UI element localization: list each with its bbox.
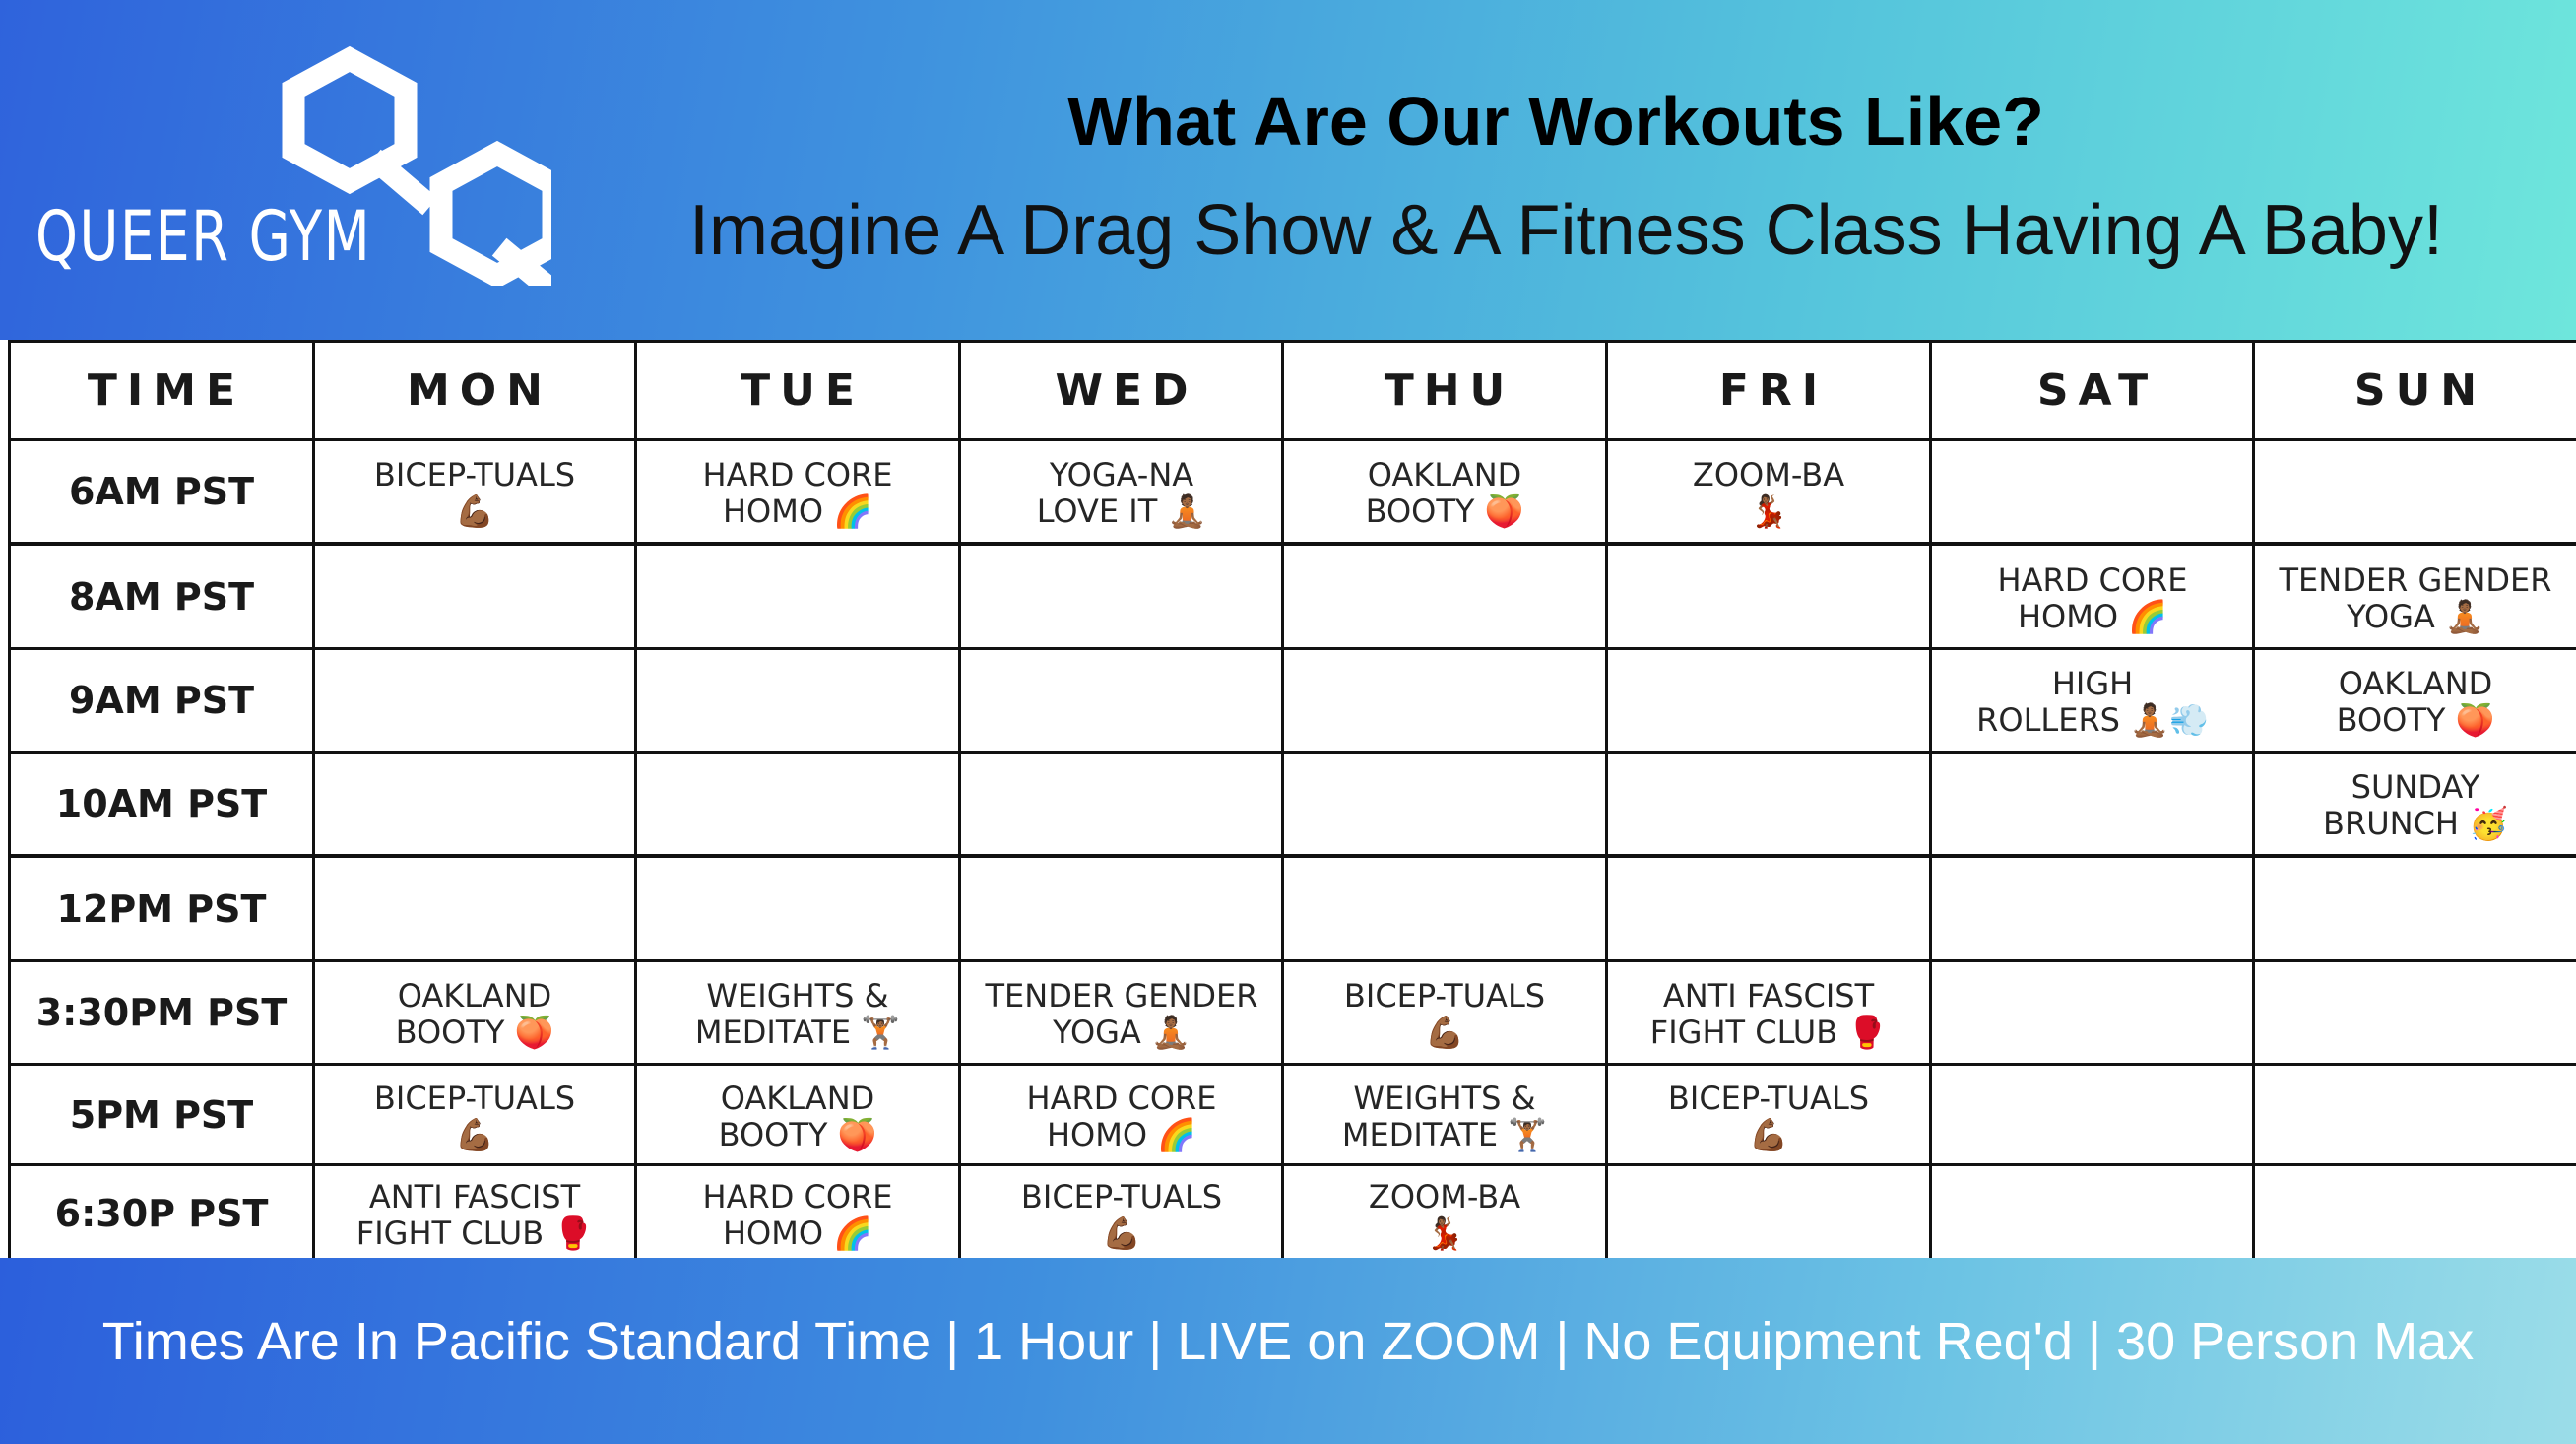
class-slot: ANTI FASCIST FIGHT CLUB 🥊 xyxy=(1605,959,1932,1066)
empty-slot xyxy=(1281,751,1608,857)
footer-note: Times Are In Pacific Standard Time | 1 H… xyxy=(101,1312,2475,1371)
empty-slot xyxy=(634,751,961,857)
empty-slot xyxy=(1605,1163,1932,1263)
time-label-8am-pst: 8AM PST xyxy=(8,543,315,651)
empty-slot xyxy=(634,855,961,963)
class-slot: HIGH ROLLERS 🧘🏾💨 xyxy=(1929,647,2256,754)
empty-slot xyxy=(1605,647,1932,754)
empty-slot xyxy=(1281,855,1608,963)
empty-slot xyxy=(958,855,1285,963)
empty-slot xyxy=(1929,751,2256,857)
qq-hexagon-logo-icon xyxy=(282,45,551,286)
empty-slot xyxy=(312,647,637,754)
empty-slot xyxy=(1605,751,1932,857)
day-header-sun: SUN xyxy=(2252,340,2576,441)
day-header-wed: WED xyxy=(958,340,1285,441)
class-slot: HARD CORE HOMO 🌈 xyxy=(958,1063,1285,1166)
page-subtitle: Imagine A Drag Show & A Fitness Class Ha… xyxy=(689,191,2443,270)
empty-slot xyxy=(2252,855,2576,963)
time-column-header: TIME xyxy=(8,340,315,441)
class-slot: HARD CORE HOMO 🌈 xyxy=(1929,543,2256,651)
class-slot: ZOOM-BA 💃🏾 xyxy=(1281,1163,1608,1263)
empty-slot xyxy=(1929,1163,2256,1263)
empty-slot xyxy=(312,855,637,963)
class-slot: TENDER GENDER YOGA 🧘🏾 xyxy=(958,959,1285,1066)
time-label-6am-pst: 6AM PST xyxy=(8,438,315,545)
empty-slot xyxy=(1281,543,1608,651)
day-header-fri: FRI xyxy=(1605,340,1932,441)
empty-slot xyxy=(1929,438,2256,545)
class-slot: WEIGHTS & MEDITATE 🏋🏾 xyxy=(634,959,961,1066)
empty-slot xyxy=(1929,1063,2256,1166)
day-header-thu: THU xyxy=(1281,340,1608,441)
empty-slot xyxy=(2252,438,2576,545)
time-label-10am-pst: 10AM PST xyxy=(8,751,315,857)
empty-slot xyxy=(634,543,961,651)
class-slot: BICEP-TUALS 💪🏾 xyxy=(312,1063,637,1166)
time-label-5pm-pst: 5PM PST xyxy=(8,1063,315,1166)
day-header-tue: TUE xyxy=(634,340,961,441)
empty-slot xyxy=(1605,543,1932,651)
class-slot: OAKLAND BOOTY 🍑 xyxy=(312,959,637,1066)
empty-slot xyxy=(958,751,1285,857)
time-label-12pm-pst: 12PM PST xyxy=(8,855,315,963)
brand-name: QUEER GYM xyxy=(35,196,372,277)
time-label-3-30pm-pst: 3:30PM PST xyxy=(8,959,315,1066)
day-header-sat: SAT xyxy=(1929,340,2256,441)
header-banner: QUEER GYM What Are Our Workouts Like? Im… xyxy=(0,0,2576,340)
empty-slot xyxy=(1281,647,1608,754)
class-slot: BICEP-TUALS 💪🏾 xyxy=(958,1163,1285,1263)
class-slot: BICEP-TUALS 💪🏾 xyxy=(312,438,637,545)
time-label-9am-pst: 9AM PST xyxy=(8,647,315,754)
class-slot: HARD CORE HOMO 🌈 xyxy=(634,438,961,545)
queer-gym-logo: QUEER GYM xyxy=(30,39,551,286)
footer-banner: Times Are In Pacific Standard Time | 1 H… xyxy=(0,1258,2576,1444)
time-label-6-30p-pst: 6:30P PST xyxy=(8,1163,315,1263)
class-slot: OAKLAND BOOTY 🍑 xyxy=(634,1063,961,1166)
empty-slot xyxy=(2252,1063,2576,1166)
class-slot: BICEP-TUALS 💪🏾 xyxy=(1281,959,1608,1066)
class-slot: HARD CORE HOMO 🌈 xyxy=(634,1163,961,1263)
page-title: What Are Our Workouts Like? xyxy=(1067,83,2044,160)
empty-slot xyxy=(634,647,961,754)
class-slot: YOGA-NA LOVE IT 🧘🏾 xyxy=(958,438,1285,545)
class-slot: WEIGHTS & MEDITATE 🏋🏾 xyxy=(1281,1063,1608,1166)
empty-slot xyxy=(958,543,1285,651)
empty-slot xyxy=(1929,855,2256,963)
class-slot: ANTI FASCIST FIGHT CLUB 🥊 xyxy=(312,1163,637,1263)
empty-slot xyxy=(1929,959,2256,1066)
class-slot: SUNDAY BRUNCH 🥳 xyxy=(2252,751,2576,857)
class-slot: OAKLAND BOOTY 🍑 xyxy=(1281,438,1608,545)
empty-slot xyxy=(958,647,1285,754)
class-slot: TENDER GENDER YOGA 🧘🏾 xyxy=(2252,543,2576,651)
empty-slot xyxy=(312,751,637,857)
day-header-mon: MON xyxy=(312,340,637,441)
class-slot: BICEP-TUALS 💪🏾 xyxy=(1605,1063,1932,1166)
empty-slot xyxy=(2252,959,2576,1066)
empty-slot xyxy=(2252,1163,2576,1263)
class-slot: OAKLAND BOOTY 🍑 xyxy=(2252,647,2576,754)
empty-slot xyxy=(1605,855,1932,963)
class-slot: ZOOM-BA 💃🏾 xyxy=(1605,438,1932,545)
empty-slot xyxy=(312,543,637,651)
